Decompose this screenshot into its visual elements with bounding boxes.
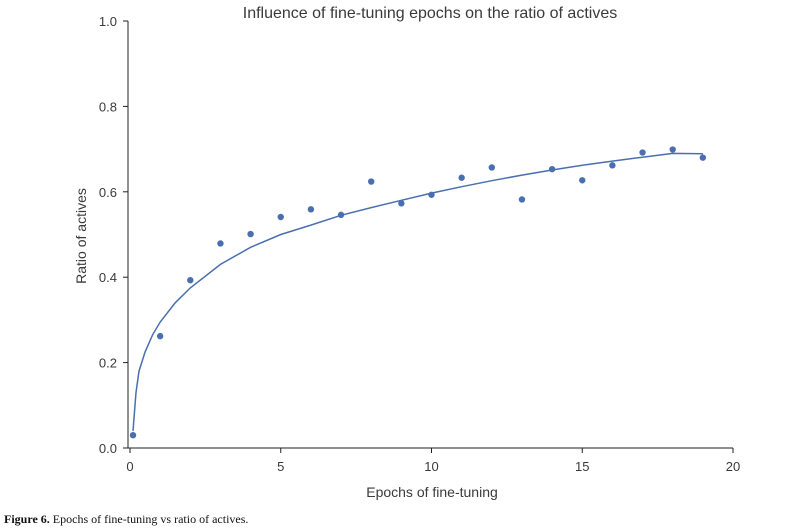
data-point bbox=[458, 174, 465, 181]
data-point bbox=[247, 230, 254, 238]
figure-caption: Figure 6. Epochs of fine-tuning vs ratio… bbox=[4, 512, 248, 527]
data-point bbox=[428, 191, 435, 198]
data-point bbox=[548, 165, 556, 173]
ticks: 0 5 10 15 20 0.0 0.2 0.4 0.6 0.8 1.0 bbox=[99, 14, 740, 474]
y-tick-label: 0.8 bbox=[99, 99, 117, 114]
chart: Influence of fine-tuning epochs on the r… bbox=[73, 5, 740, 500]
x-tick-label: 10 bbox=[424, 459, 438, 474]
x-tick-label: 15 bbox=[575, 459, 589, 474]
data-point bbox=[368, 178, 375, 185]
y-tick-label: 0.2 bbox=[99, 356, 117, 371]
data-point bbox=[488, 164, 495, 171]
data-point bbox=[337, 211, 345, 219]
data-point bbox=[398, 200, 405, 207]
data-point bbox=[307, 206, 315, 213]
x-tick-label: 0 bbox=[126, 459, 133, 474]
figure-caption-label: Figure 6. bbox=[4, 512, 50, 526]
data-point bbox=[699, 154, 707, 161]
fit-curve bbox=[132, 152, 703, 431]
x-tick-label: 20 bbox=[726, 459, 740, 474]
data-point bbox=[579, 177, 586, 184]
y-tick-label: 1.0 bbox=[99, 14, 117, 29]
figure-caption-text: Epochs of fine-tuning vs ratio of active… bbox=[49, 512, 249, 526]
data-point bbox=[609, 162, 616, 169]
data-point bbox=[156, 332, 164, 340]
y-tick-label: 0.4 bbox=[99, 270, 117, 285]
chart-title: Influence of fine-tuning epochs on the r… bbox=[243, 5, 617, 22]
x-axis-label: Epochs of fine-tuning bbox=[366, 484, 498, 500]
data-point bbox=[277, 213, 284, 221]
data-point bbox=[639, 149, 646, 156]
data-point bbox=[669, 146, 676, 153]
x-tick-label: 5 bbox=[277, 459, 284, 474]
y-tick-label: 0.0 bbox=[99, 441, 117, 456]
data-point bbox=[129, 431, 137, 439]
data-point bbox=[518, 196, 526, 203]
data-point bbox=[217, 240, 224, 247]
y-tick-label: 0.6 bbox=[99, 185, 117, 200]
data-points bbox=[129, 146, 707, 439]
y-axis-label: Ratio of actives bbox=[73, 188, 89, 284]
data-point bbox=[187, 276, 194, 284]
fit-curve-group bbox=[132, 152, 703, 431]
